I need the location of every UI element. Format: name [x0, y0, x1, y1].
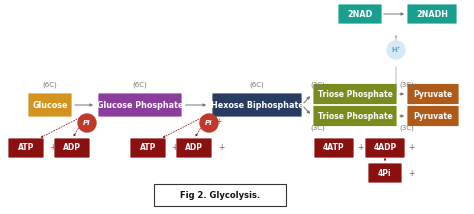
Text: +: + — [357, 144, 363, 153]
Circle shape — [78, 114, 96, 132]
FancyBboxPatch shape — [407, 84, 459, 104]
Text: ATP: ATP — [18, 144, 34, 153]
FancyBboxPatch shape — [130, 138, 165, 158]
FancyBboxPatch shape — [407, 4, 456, 24]
Text: 4Pi: 4Pi — [378, 168, 392, 177]
Text: (6C): (6C) — [43, 82, 57, 88]
FancyBboxPatch shape — [55, 138, 90, 158]
FancyBboxPatch shape — [368, 163, 401, 183]
FancyBboxPatch shape — [28, 93, 72, 117]
Circle shape — [200, 114, 218, 132]
Text: 2NAD: 2NAD — [347, 9, 373, 18]
Text: (6C): (6C) — [133, 82, 147, 88]
Text: (3C): (3C) — [400, 82, 414, 88]
Text: +: + — [408, 144, 414, 153]
Text: Triose Phosphate: Triose Phosphate — [318, 89, 392, 98]
Text: (6C): (6C) — [250, 82, 264, 88]
Text: ADP: ADP — [63, 144, 81, 153]
FancyBboxPatch shape — [314, 138, 354, 158]
Text: (3C): (3C) — [310, 125, 325, 131]
FancyBboxPatch shape — [212, 93, 301, 117]
Text: +: + — [215, 116, 221, 125]
FancyBboxPatch shape — [313, 106, 397, 126]
Text: Triose Phosphate: Triose Phosphate — [318, 111, 392, 120]
Text: Pi: Pi — [205, 120, 213, 126]
FancyBboxPatch shape — [9, 138, 44, 158]
FancyBboxPatch shape — [338, 4, 382, 24]
Text: (3C): (3C) — [310, 82, 325, 88]
Text: Hexose Biphosphate: Hexose Biphosphate — [210, 101, 303, 110]
Text: +: + — [218, 144, 224, 153]
Text: Pyruvate: Pyruvate — [413, 111, 453, 120]
FancyBboxPatch shape — [313, 84, 397, 104]
Text: 2NADH: 2NADH — [416, 9, 448, 18]
FancyBboxPatch shape — [365, 138, 405, 158]
Text: +: + — [49, 144, 55, 153]
Text: ATP: ATP — [140, 144, 156, 153]
Text: (3C): (3C) — [400, 125, 414, 131]
FancyBboxPatch shape — [176, 138, 211, 158]
Text: Pi: Pi — [83, 120, 91, 126]
Text: Glucose: Glucose — [32, 101, 68, 110]
Text: Fig 2. Glycolysis.: Fig 2. Glycolysis. — [180, 190, 260, 199]
Text: ADP: ADP — [185, 144, 203, 153]
Text: 4ADP: 4ADP — [374, 144, 397, 153]
Text: H⁺: H⁺ — [391, 47, 401, 53]
FancyBboxPatch shape — [99, 93, 182, 117]
Text: +: + — [171, 144, 177, 153]
FancyBboxPatch shape — [407, 106, 459, 126]
Circle shape — [387, 41, 405, 59]
Text: Pyruvate: Pyruvate — [413, 89, 453, 98]
FancyBboxPatch shape — [154, 184, 286, 206]
Text: 4ATP: 4ATP — [323, 144, 345, 153]
Text: +: + — [408, 168, 414, 177]
Text: Glucose Phosphate: Glucose Phosphate — [97, 101, 183, 110]
